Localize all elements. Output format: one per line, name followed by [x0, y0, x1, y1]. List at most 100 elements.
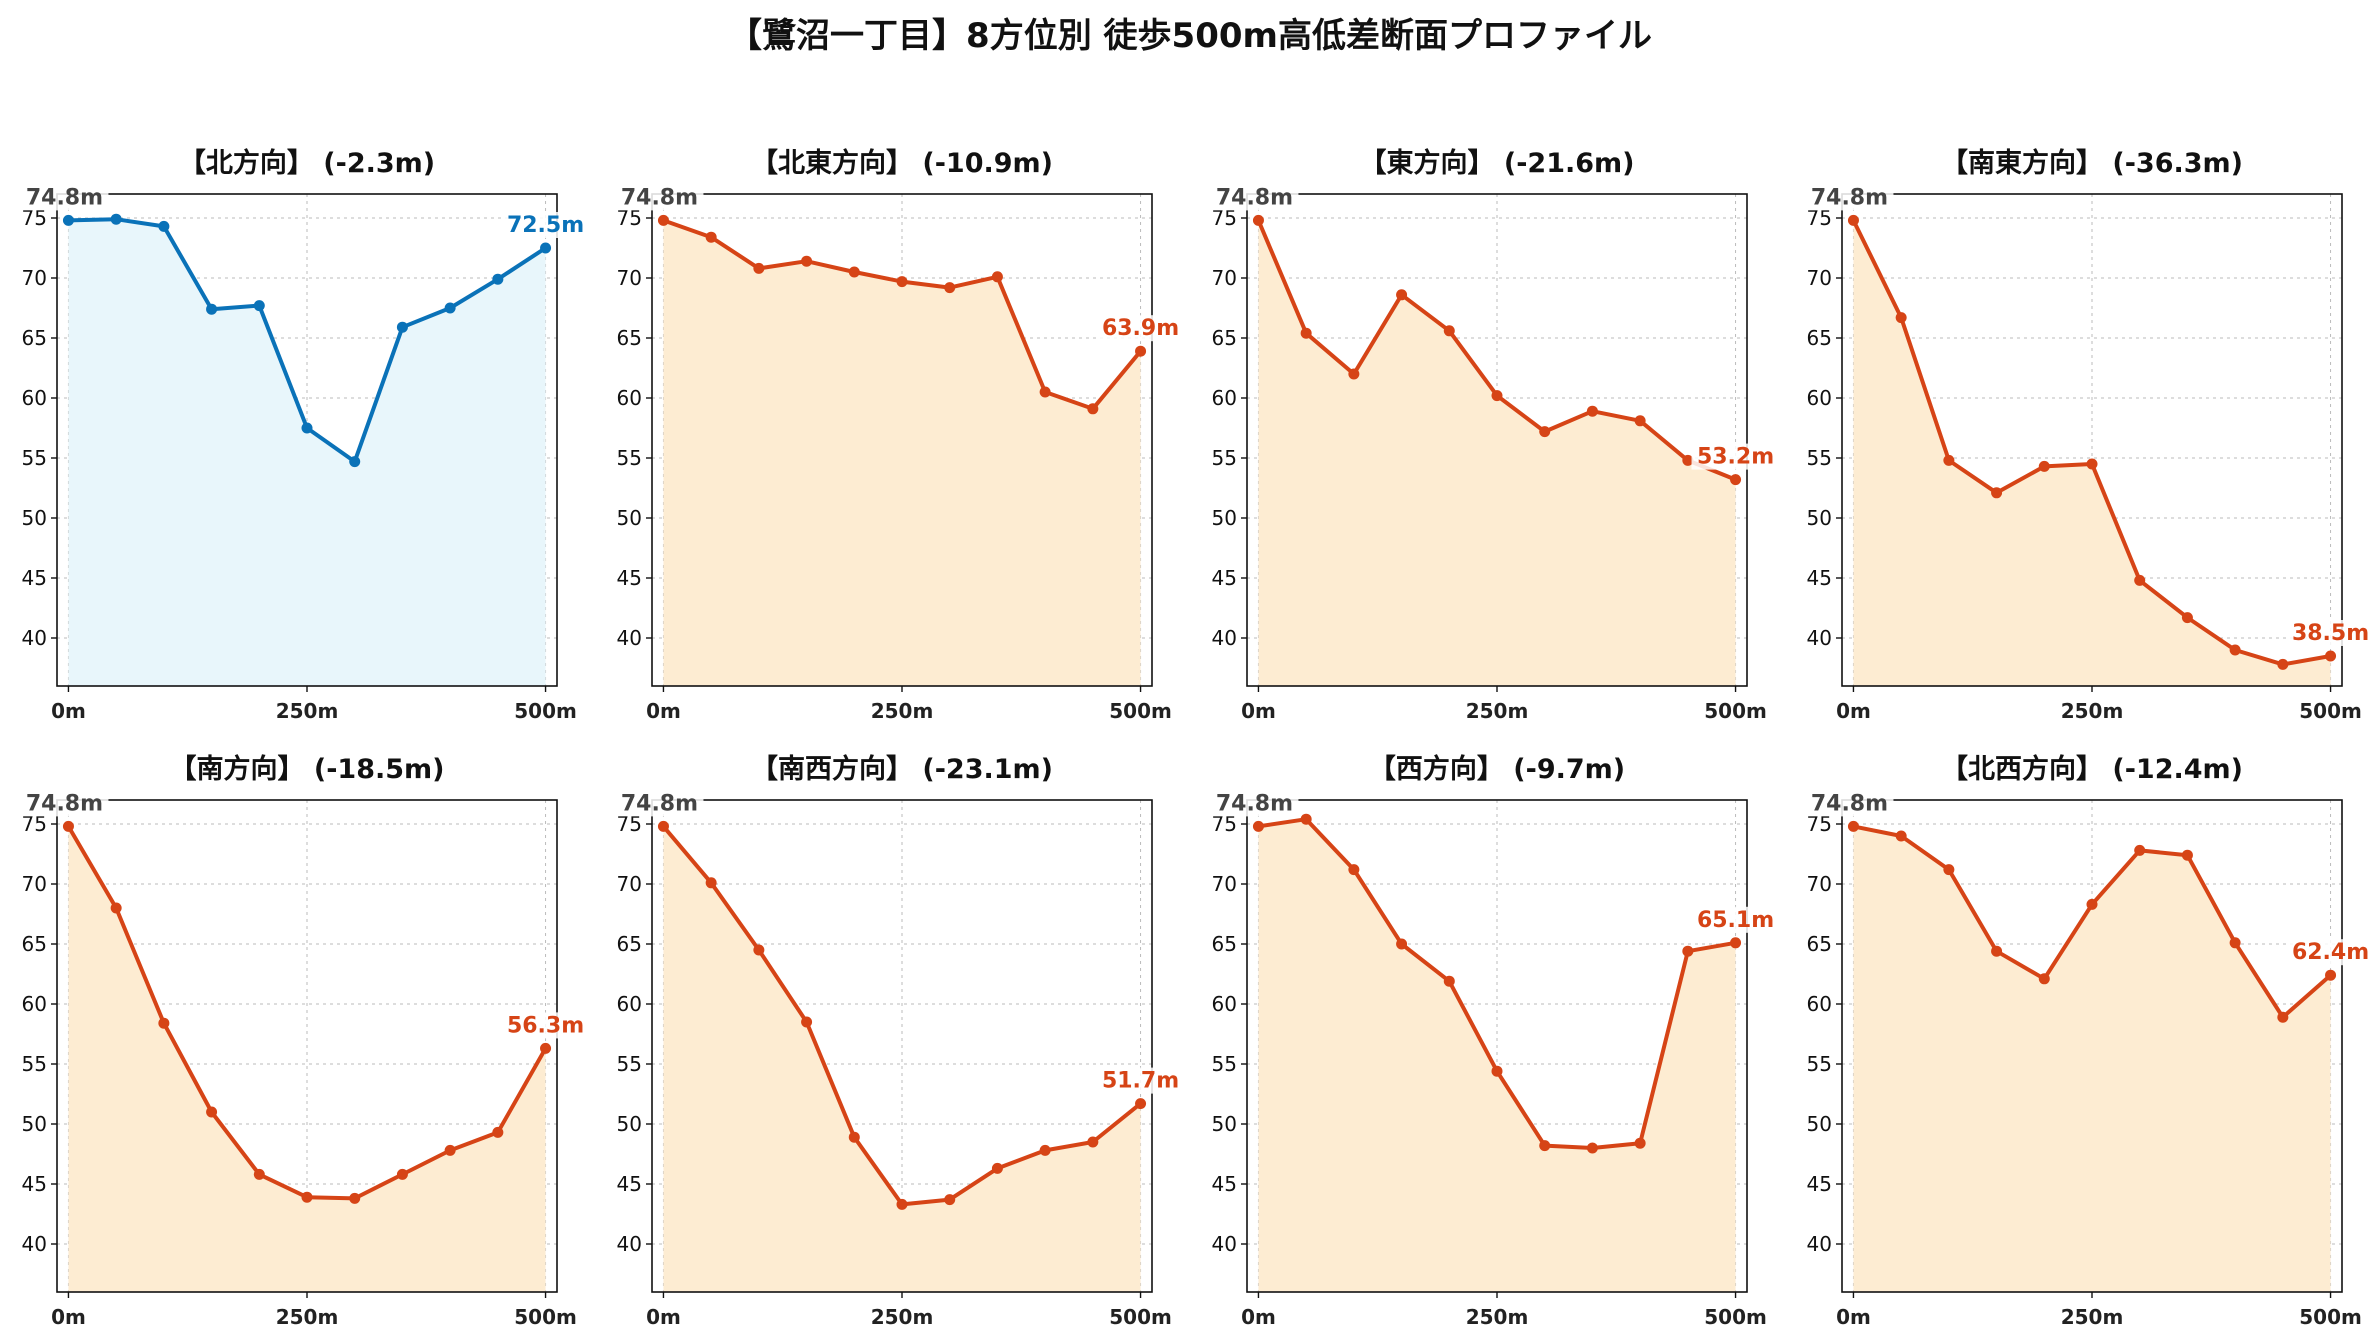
x-tick-label: 500m — [2299, 1305, 2362, 1329]
y-tick-label: 65 — [617, 326, 642, 350]
y-tick-label: 70 — [1807, 266, 1832, 290]
data-point — [1039, 386, 1051, 398]
y-tick-label: 50 — [1212, 1112, 1237, 1136]
y-tick-label: 70 — [617, 266, 642, 290]
data-point — [2086, 458, 2098, 470]
y-tick-label: 40 — [1212, 1232, 1237, 1256]
end-elevation-label: 51.7m — [1102, 1069, 1179, 1094]
y-tick-label: 65 — [1807, 326, 1832, 350]
x-tick-label: 250m — [276, 699, 339, 723]
end-label-bg — [2286, 939, 2375, 966]
data-point — [1586, 405, 1598, 417]
data-point — [1991, 487, 2003, 499]
y-tick-label: 60 — [617, 386, 642, 410]
end-label-bg — [501, 212, 590, 238]
data-point — [110, 213, 122, 225]
y-tick-label: 50 — [1807, 506, 1832, 530]
data-point — [1991, 945, 2003, 957]
data-point — [2181, 612, 2193, 624]
data-point — [492, 273, 504, 285]
data-point — [705, 231, 717, 243]
data-point — [1730, 937, 1742, 949]
y-tick-label: 70 — [1212, 872, 1237, 896]
start-label-bg — [615, 790, 704, 817]
data-point — [1847, 820, 1859, 832]
data-point — [1491, 390, 1503, 402]
y-tick-label: 40 — [22, 626, 47, 650]
x-tick-label: 0m — [646, 1305, 681, 1329]
x-tick-label: 500m — [1109, 699, 1172, 723]
y-tick-label: 65 — [22, 932, 47, 956]
x-tick-label: 500m — [514, 1305, 577, 1329]
end-label-bg — [1691, 906, 1780, 933]
area-fill — [1258, 220, 1736, 686]
y-tick-label: 65 — [617, 932, 642, 956]
data-point — [2277, 658, 2289, 670]
end-elevation-label: 62.4m — [2292, 940, 2369, 965]
y-tick-label: 40 — [1807, 1232, 1832, 1256]
area-fill — [663, 220, 1141, 686]
y-tick-label: 60 — [1212, 992, 1237, 1016]
y-tick-label: 40 — [22, 1232, 47, 1256]
y-tick-label: 65 — [22, 326, 47, 350]
figure-title: 【鷺沼一丁目】8方位別 徒歩500m高低差断面プロファイル — [728, 16, 1652, 56]
data-point — [991, 1162, 1003, 1174]
data-point — [158, 1017, 170, 1029]
y-tick-label: 45 — [1212, 1172, 1237, 1196]
data-point — [848, 1131, 860, 1143]
data-point — [253, 1168, 265, 1180]
data-point — [705, 877, 717, 889]
subplot-title: 【西方向】 (-9.7m) — [1369, 753, 1625, 785]
data-point — [1539, 426, 1551, 438]
start-label-bg — [615, 184, 704, 211]
start-label-bg — [1805, 184, 1894, 211]
data-point — [1634, 415, 1646, 427]
x-tick-label: 0m — [1241, 1305, 1276, 1329]
x-tick-label: 500m — [1109, 1305, 1172, 1329]
y-tick-label: 55 — [1212, 1052, 1237, 1076]
end-label-bg — [2286, 620, 2375, 646]
y-tick-label: 55 — [1807, 1052, 1832, 1076]
y-tick-label: 65 — [1212, 326, 1237, 350]
data-point — [1895, 312, 1907, 324]
data-point — [2181, 849, 2193, 861]
data-point — [753, 262, 765, 274]
area-fill — [1853, 220, 2331, 686]
data-point — [944, 282, 956, 294]
data-point — [2134, 844, 2146, 856]
start-elevation-label: 74.8m — [1216, 185, 1293, 210]
y-tick-label: 50 — [617, 1112, 642, 1136]
subplot-title: 【南東方向】 (-36.3m) — [1941, 147, 2243, 179]
data-point — [1396, 938, 1408, 950]
end-label-bg — [1096, 1067, 1185, 1094]
start-elevation-label: 74.8m — [1216, 791, 1293, 816]
data-point — [848, 266, 860, 278]
data-point — [801, 1016, 813, 1028]
data-point — [1348, 864, 1360, 876]
data-point — [801, 255, 813, 267]
y-tick-label: 40 — [617, 1232, 642, 1256]
data-point — [1730, 474, 1742, 486]
y-tick-label: 55 — [1807, 446, 1832, 470]
end-label-bg — [501, 1012, 590, 1039]
data-point — [1491, 1065, 1503, 1077]
data-point — [253, 300, 265, 312]
y-tick-label: 45 — [22, 1172, 47, 1196]
x-tick-label: 0m — [1836, 699, 1871, 723]
y-tick-label: 70 — [22, 872, 47, 896]
data-point — [206, 1106, 218, 1118]
data-point — [1135, 345, 1147, 357]
data-point — [1539, 1140, 1551, 1152]
y-tick-label: 40 — [1807, 626, 1832, 650]
area-fill — [1853, 826, 2331, 1292]
end-elevation-label: 56.3m — [507, 1013, 584, 1038]
start-elevation-label: 74.8m — [621, 185, 698, 210]
data-point — [896, 1198, 908, 1210]
x-tick-label: 250m — [276, 1305, 339, 1329]
y-tick-label: 60 — [1807, 992, 1832, 1016]
data-point — [2134, 574, 2146, 586]
